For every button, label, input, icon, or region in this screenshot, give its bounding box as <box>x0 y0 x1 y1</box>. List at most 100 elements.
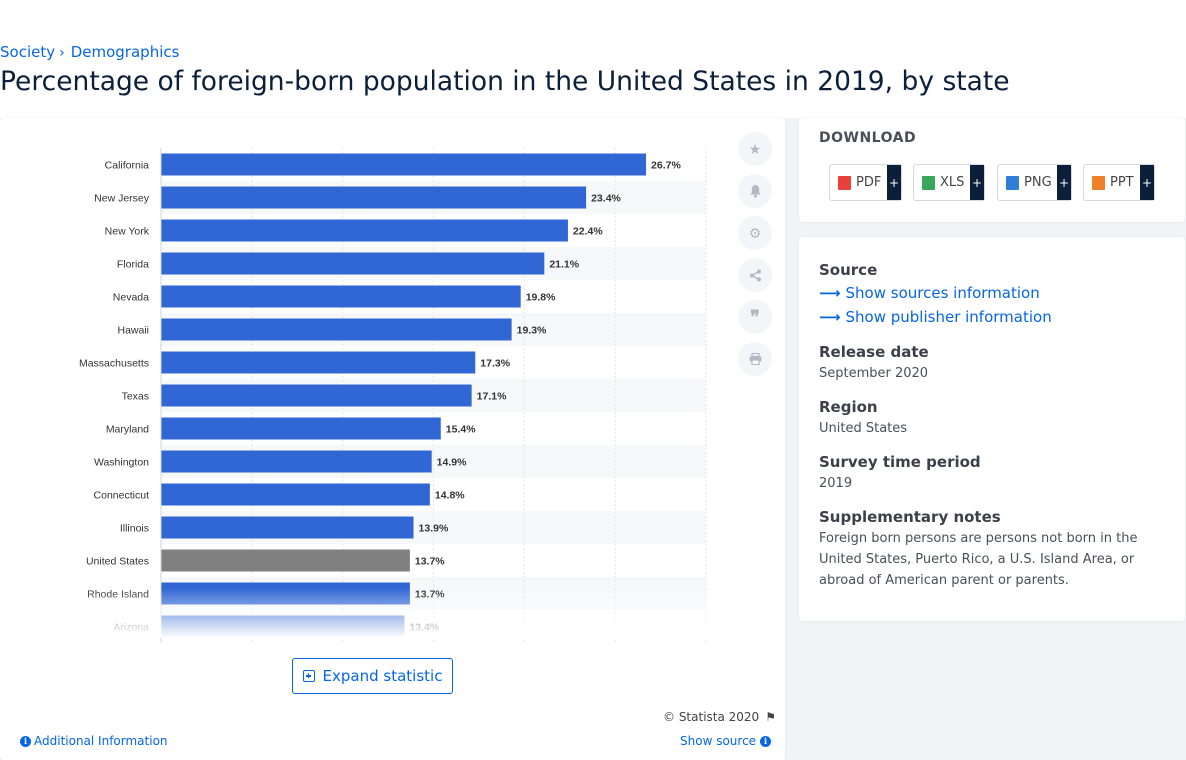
plus-icon[interactable]: + <box>970 165 984 200</box>
star-icon[interactable]: ★ <box>738 132 772 166</box>
category-label: Florida <box>117 259 149 271</box>
bar <box>161 318 512 341</box>
show-publisher-label: Show publisher information <box>845 308 1052 326</box>
download-pdf-label: PDF <box>856 175 882 190</box>
quote-icon[interactable]: ❞ <box>738 300 772 334</box>
additional-information-link[interactable]: i Additional Information <box>20 734 168 748</box>
expand-icon <box>302 670 315 682</box>
share-icon[interactable] <box>738 258 772 292</box>
value-label: 22.4% <box>573 226 603 238</box>
value-label: 13.7% <box>415 589 445 601</box>
value-label: 13.9% <box>419 523 449 535</box>
png-file-icon <box>1006 175 1019 190</box>
category-label: Nevada <box>113 292 149 304</box>
survey-period-value: 2019 <box>819 476 853 491</box>
download-pdf-button[interactable]: PDF + <box>829 164 902 201</box>
gear-icon[interactable]: ⚙ <box>738 216 772 250</box>
arrow-right-icon: ⟶ <box>819 284 841 302</box>
expand-statistic-button[interactable]: Expand statistic <box>292 658 453 694</box>
chart-toolbar: ★ ⚙ ❞ <box>738 132 772 384</box>
arrow-right-icon: ⟶ <box>819 308 841 326</box>
release-date-heading: Release date <box>819 343 929 361</box>
flag-icon[interactable]: ⚑ <box>765 710 776 724</box>
bar <box>161 252 545 275</box>
xls-file-icon <box>922 175 935 190</box>
bell-icon[interactable] <box>738 174 772 208</box>
breadcrumb-society[interactable]: Society <box>0 43 56 61</box>
value-label: 19.3% <box>517 325 547 337</box>
info-icon: i <box>760 735 772 747</box>
page-title: Percentage of foreign-born population in… <box>0 66 1010 97</box>
chart-card: California 26.7% New Jersey 23.4% New York 22… <box>0 118 785 760</box>
expand-statistic-label: Expand statistic <box>322 667 443 685</box>
show-sources-label: Show sources information <box>845 284 1040 302</box>
release-date-value: September 2020 <box>819 366 929 381</box>
statistic-info-card: Source ⟶ Show sources information ⟶ Show… <box>799 237 1185 621</box>
value-label: 17.1% <box>477 391 507 403</box>
download-ppt-button[interactable]: PPT + <box>1083 164 1155 201</box>
supplementary-notes-value: Foreign born persons are persons not bor… <box>819 531 1138 588</box>
download-xls-button[interactable]: XLS + <box>913 164 985 201</box>
category-label: United States <box>86 556 149 568</box>
pdf-file-icon <box>838 175 851 190</box>
category-label: California <box>105 160 150 172</box>
bar-chart: California 26.7% New Jersey 23.4% New York 22… <box>79 148 707 643</box>
bar <box>161 186 587 209</box>
plus-icon[interactable]: + <box>1057 165 1071 200</box>
additional-information-label: Additional Information <box>34 734 168 748</box>
header-band <box>0 0 1186 118</box>
value-label: 17.3% <box>480 358 510 370</box>
value-label: 19.8% <box>526 292 556 304</box>
value-label: 13.7% <box>415 556 445 568</box>
bar <box>161 219 568 242</box>
value-label: 15.4% <box>446 424 476 436</box>
category-label: New Jersey <box>94 193 150 205</box>
plus-icon[interactable]: + <box>1140 165 1154 200</box>
bar <box>161 384 472 407</box>
bar <box>161 516 414 539</box>
category-label: New York <box>105 226 150 238</box>
breadcrumb: Society › Demographics <box>0 43 179 61</box>
breadcrumb-demographics[interactable]: Demographics <box>70 43 180 61</box>
bar <box>161 285 521 308</box>
bar <box>161 153 647 176</box>
category-label: Texas <box>122 391 149 403</box>
download-png-label: PNG <box>1024 175 1052 190</box>
bar <box>161 483 430 506</box>
category-label: Washington <box>94 457 149 469</box>
region-value: United States <box>819 421 908 436</box>
bar <box>161 582 410 605</box>
value-label: 13.4% <box>409 622 439 634</box>
value-label: 21.1% <box>549 259 579 271</box>
supplementary-notes-heading: Supplementary notes <box>819 508 1001 526</box>
category-label: Hawaii <box>117 325 149 337</box>
category-label: Massachusetts <box>79 358 149 370</box>
value-label: 14.8% <box>435 490 465 502</box>
download-ppt-label: PPT <box>1110 175 1134 190</box>
category-label: Illinois <box>120 523 149 535</box>
bar <box>161 549 410 572</box>
download-title: DOWNLOAD <box>819 130 917 146</box>
value-label: 23.4% <box>591 193 621 205</box>
plus-icon[interactable]: + <box>887 165 901 200</box>
show-source-label: Show source <box>680 734 757 748</box>
bar <box>161 417 441 440</box>
breadcrumb-separator: › <box>59 45 65 61</box>
ppt-file-icon <box>1092 175 1105 190</box>
show-publisher-link[interactable]: ⟶ Show publisher information <box>819 308 1052 326</box>
show-source-link[interactable]: Show source i <box>680 734 772 748</box>
download-png-button[interactable]: PNG + <box>997 164 1072 201</box>
category-label: Connecticut <box>94 490 150 502</box>
show-sources-link[interactable]: ⟶ Show sources information <box>819 284 1040 302</box>
source-heading: Source <box>819 261 878 279</box>
category-label: Rhode Island <box>87 589 149 601</box>
category-label: Arizona <box>113 622 149 634</box>
region-heading: Region <box>819 398 878 416</box>
value-label: 26.7% <box>651 160 681 172</box>
download-xls-label: XLS <box>940 175 965 190</box>
info-icon: i <box>20 735 31 747</box>
bar <box>161 450 432 473</box>
print-icon[interactable] <box>738 342 772 376</box>
value-label: 14.9% <box>437 457 467 469</box>
download-card: DOWNLOAD PDF + XLS + PNG + PPT + <box>799 118 1185 222</box>
